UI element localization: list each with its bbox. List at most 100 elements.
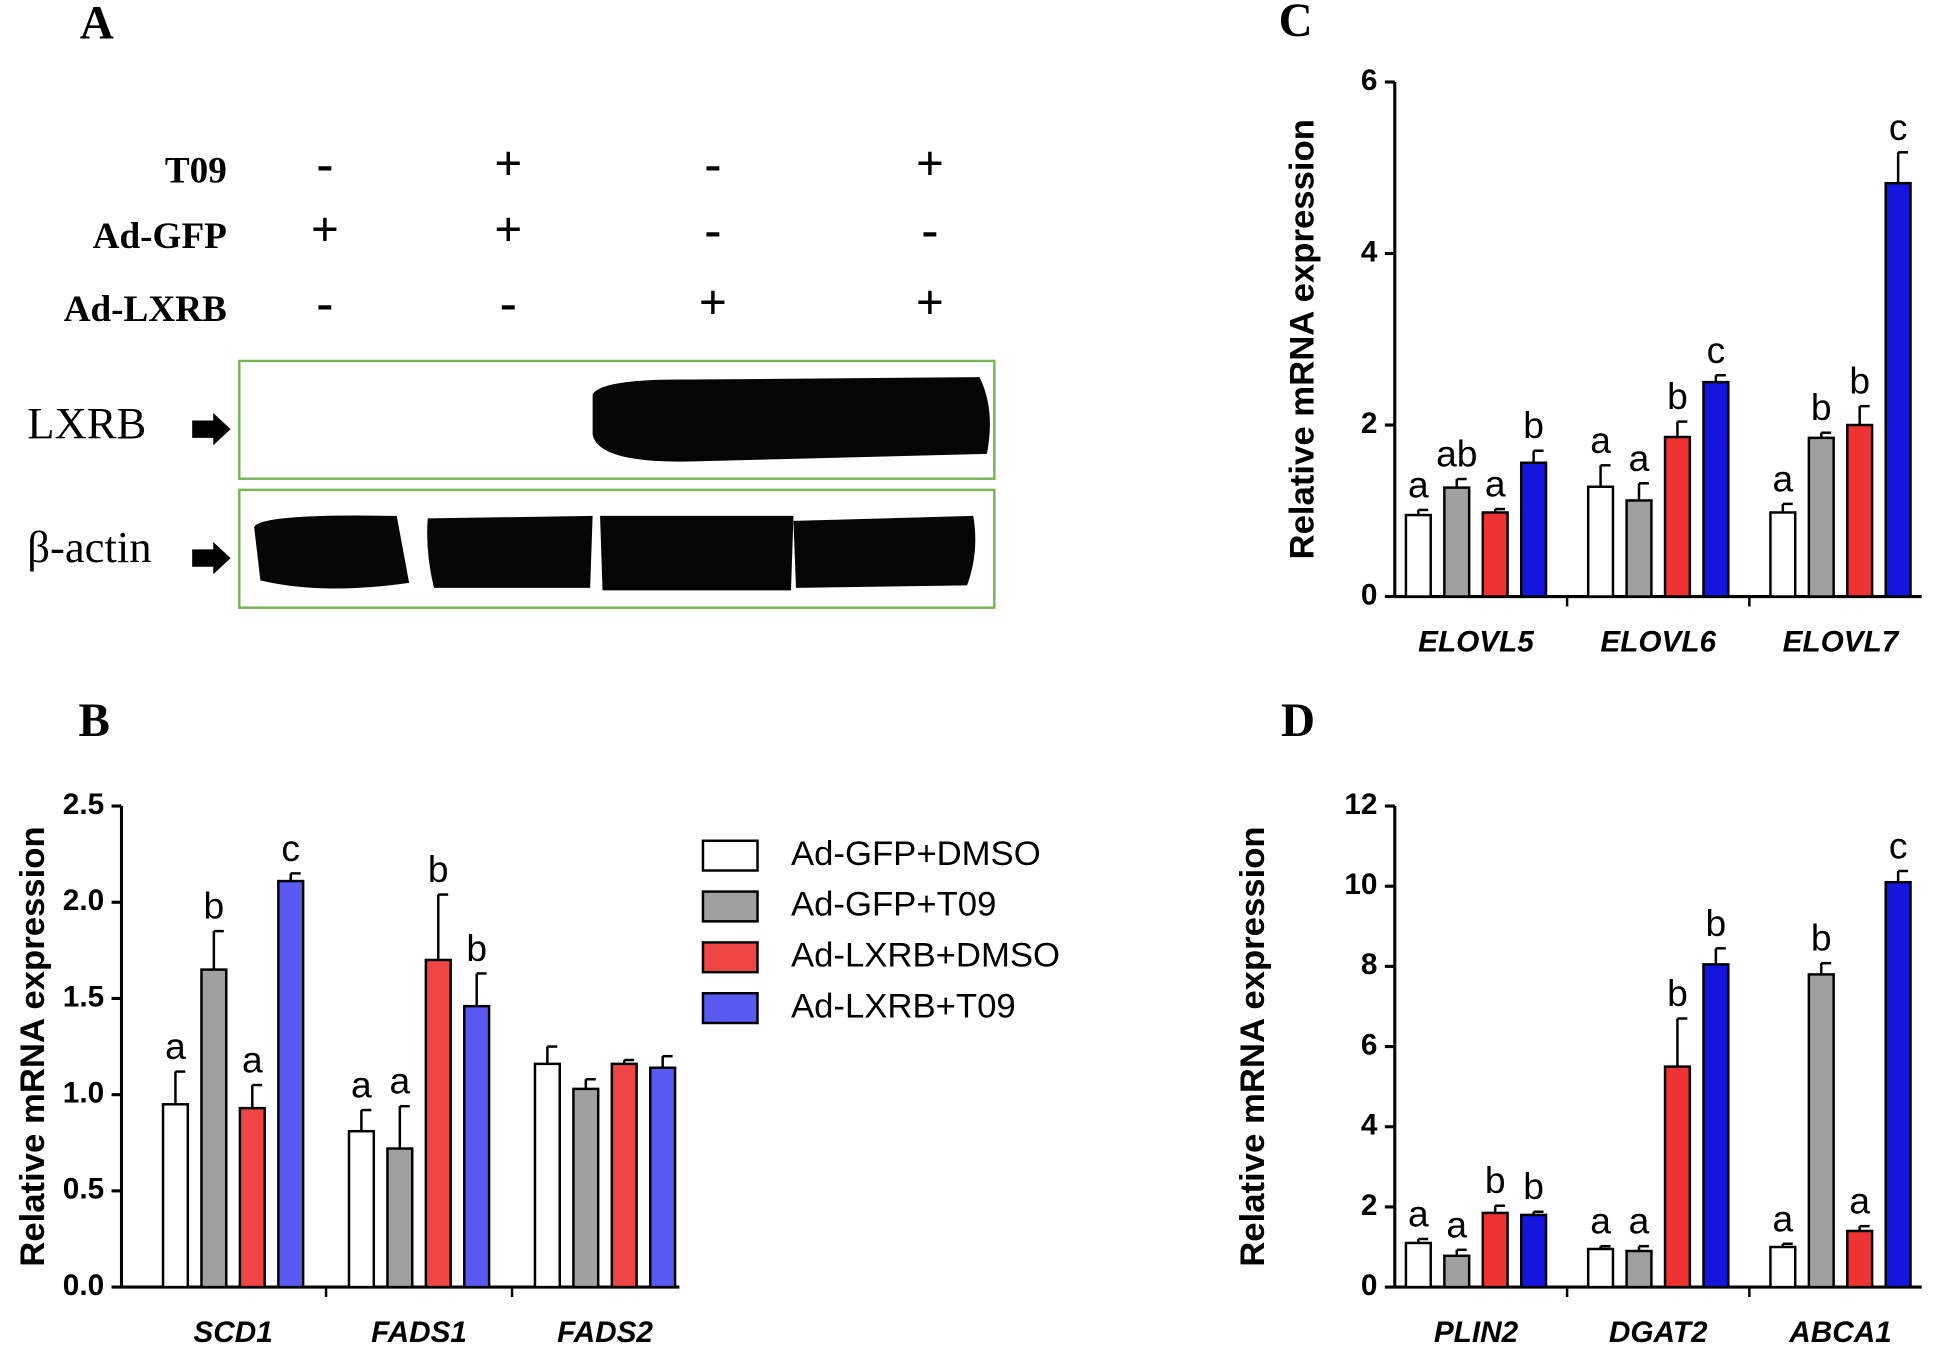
- panel-letter: C: [1279, 0, 1313, 47]
- x-tick-label: PLIN2: [1434, 1316, 1519, 1348]
- y-tick-label: 12: [1344, 788, 1377, 821]
- significance-letter: a: [1629, 1200, 1650, 1242]
- row-label: T09: [165, 150, 227, 191]
- bar: [649, 1066, 677, 1289]
- sign: -: [500, 275, 517, 330]
- significance-letter: ab: [1436, 433, 1477, 475]
- bar: [1846, 1229, 1874, 1289]
- significance-letter: b: [1667, 375, 1688, 417]
- significance-letter: a: [1849, 1180, 1870, 1222]
- sign: -: [317, 136, 334, 191]
- bar: [610, 1062, 638, 1289]
- significance-letter: a: [389, 1060, 410, 1102]
- legend-swatch: [701, 992, 759, 1025]
- significance-letter: a: [1772, 457, 1793, 499]
- x-tick-label: ELOVL6: [1600, 625, 1716, 658]
- bar: [1586, 485, 1615, 598]
- bar: [1404, 513, 1432, 598]
- bar: [1769, 1245, 1797, 1289]
- y-axis-label: Relative mRNA expression: [14, 826, 52, 1266]
- bar: [1519, 461, 1548, 598]
- significance-letter: a: [1772, 1197, 1793, 1239]
- bar: [200, 968, 228, 1289]
- blot-band: [254, 515, 410, 589]
- sign: +: [916, 275, 944, 330]
- y-tick-label: 8: [1361, 948, 1378, 981]
- legend-swatch: [701, 890, 759, 923]
- panel-letter: D: [1281, 695, 1315, 747]
- x-tick-label: ELOVL5: [1418, 625, 1534, 658]
- sign: +: [494, 202, 522, 257]
- legend-label: Ad-GFP+DMSO: [791, 835, 1041, 873]
- y-tick-label: 1.5: [63, 980, 104, 1013]
- y-tick-label: 0.5: [63, 1173, 104, 1206]
- significance-letter: b: [428, 848, 449, 890]
- bar: [424, 958, 452, 1289]
- bar: [1586, 1247, 1615, 1289]
- significance-letter: c: [1889, 824, 1908, 866]
- significance-letter: c: [281, 827, 300, 869]
- significance-letter: c: [1707, 329, 1726, 371]
- significance-letter: a: [1485, 463, 1506, 505]
- significance-letter: a: [351, 1064, 372, 1106]
- significance-letter: a: [1408, 463, 1429, 505]
- y-tick-label: 4: [1361, 235, 1378, 268]
- significance-letter: a: [1590, 1200, 1611, 1242]
- y-tick-label: 2: [1361, 407, 1378, 440]
- y-tick-label: 10: [1344, 868, 1377, 901]
- legend-swatch: [701, 839, 759, 872]
- blot-band: [793, 515, 976, 588]
- sign: -: [317, 275, 334, 330]
- x-tick-label: FADS2: [557, 1316, 653, 1348]
- row-label: Ad-LXRB: [64, 289, 227, 330]
- significance-letter: b: [466, 927, 487, 969]
- bar: [1702, 963, 1730, 1289]
- bar: [1884, 880, 1912, 1289]
- significance-letter: b: [1523, 404, 1544, 446]
- x-tick-label: FADS1: [371, 1316, 467, 1348]
- legend-label: Ad-GFP+T09: [791, 886, 996, 924]
- bar: [572, 1087, 600, 1289]
- panel-letter: B: [79, 695, 110, 747]
- y-tick-label: 0: [1361, 1269, 1378, 1302]
- bar: [1625, 1249, 1653, 1289]
- y-tick-label: 2.5: [63, 788, 104, 821]
- arrow: [192, 541, 231, 575]
- sign: -: [922, 202, 939, 257]
- y-axis-label: Relative mRNA expression: [1283, 119, 1321, 559]
- bar: [1443, 1254, 1471, 1289]
- significance-letter: b: [1811, 917, 1832, 959]
- bar: [347, 1129, 376, 1289]
- significance-letter: b: [1849, 360, 1870, 402]
- bar: [238, 1106, 266, 1289]
- bar: [1807, 973, 1835, 1289]
- bar: [1846, 423, 1874, 598]
- bar: [277, 879, 305, 1289]
- sign: +: [311, 202, 339, 257]
- bar: [1404, 1241, 1432, 1289]
- bar: [533, 1062, 562, 1289]
- legend-label: Ad-LXRB+DMSO: [791, 936, 1060, 974]
- significance-letter: a: [165, 1025, 186, 1067]
- sign: +: [494, 136, 522, 191]
- y-tick-label: 6: [1361, 1028, 1378, 1061]
- bar: [1807, 436, 1835, 598]
- legend-swatch: [701, 941, 759, 974]
- sign: +: [699, 275, 727, 330]
- significance-letter: b: [1811, 386, 1832, 428]
- blot-band: [592, 377, 990, 462]
- significance-letter: a: [242, 1039, 263, 1081]
- y-tick-label: 2.0: [63, 884, 104, 917]
- blot-band: [427, 515, 593, 588]
- bar: [1702, 380, 1730, 598]
- blot-band: [600, 515, 794, 591]
- significance-letter: b: [1706, 902, 1727, 944]
- bar: [1663, 435, 1692, 598]
- sign: -: [705, 202, 722, 257]
- bar: [1481, 1211, 1509, 1289]
- significance-letter: c: [1889, 106, 1908, 148]
- y-tick-label: 2: [1361, 1189, 1378, 1222]
- bar: [1663, 1065, 1692, 1289]
